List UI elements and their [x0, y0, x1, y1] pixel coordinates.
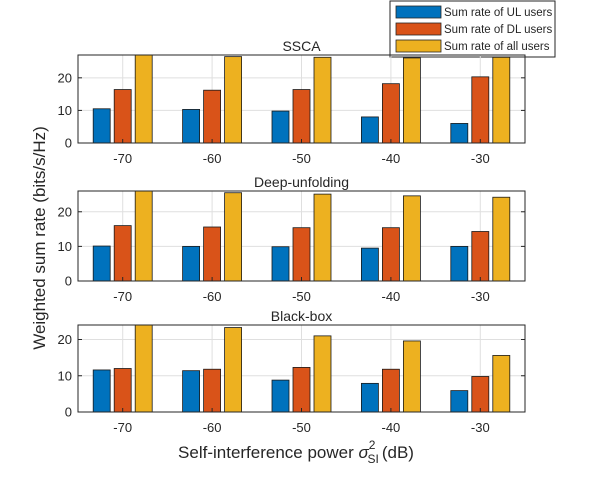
- subplot-title-ssca: SSCA: [282, 38, 321, 54]
- bar-all-neg70: [134, 324, 153, 413]
- bar-ul-neg70: [92, 108, 111, 144]
- y-tick-label: 0: [65, 136, 72, 151]
- y-tick-label: 20: [58, 204, 72, 219]
- bar-all-neg40: [402, 195, 421, 282]
- bar-all-neg50: [313, 335, 332, 413]
- bar-dl-neg70: [113, 225, 132, 282]
- bar-ul-neg30: [450, 123, 469, 144]
- bar-ul-neg50: [271, 110, 290, 144]
- bar-dl-neg40: [381, 83, 400, 144]
- bar-dl-neg70: [113, 368, 132, 413]
- legend-swatch-all: [395, 39, 442, 53]
- x-axis-label-superscript: 2: [369, 438, 376, 452]
- bar-all-neg40: [402, 340, 421, 413]
- bar-dl-neg60: [203, 226, 222, 282]
- bar-ul-neg70: [92, 369, 111, 413]
- subplot-ssca: 0 10 20 -70 -60 -50 -40 -30 SSCA: [58, 38, 526, 166]
- bar-ul-neg70: [92, 245, 111, 282]
- subplot-deep-unfolding: 0 10 20 -70 -60 -50 -40 -30 Deep-unfolding: [58, 174, 526, 304]
- bar-all-neg60: [224, 327, 243, 413]
- bar-dl-neg40: [381, 227, 400, 282]
- y-tick-label: 10: [58, 368, 72, 383]
- bar-all-neg50: [313, 56, 332, 144]
- bar-dl-neg60: [203, 89, 222, 144]
- bar-dl-neg30: [471, 231, 490, 282]
- subplot-title-deep-unfolding: Deep-unfolding: [254, 174, 349, 190]
- y-tick-label: 20: [58, 70, 72, 85]
- bar-dl-neg50: [292, 367, 311, 413]
- x-tick-label: -60: [203, 289, 222, 304]
- bar-ul-neg60: [182, 370, 201, 413]
- legend-swatch-ul: [395, 5, 442, 19]
- x-tick-label: -40: [382, 420, 401, 435]
- bar-ul-neg30: [450, 245, 469, 282]
- bar-all-neg70: [134, 54, 153, 144]
- y-tick-label: 0: [65, 405, 72, 420]
- bar-ul-neg30: [450, 390, 469, 413]
- x-axis-label-unit: (dB): [382, 443, 414, 462]
- bar-all-neg30: [492, 355, 511, 413]
- x-tick-label: -30: [471, 151, 490, 166]
- bar-all-neg30: [492, 56, 511, 144]
- bar-dl-neg30: [471, 376, 490, 413]
- legend: Sum rate of UL users Sum rate of DL user…: [389, 0, 556, 58]
- legend-swatch-dl: [395, 22, 442, 36]
- x-tick-label: -30: [471, 289, 490, 304]
- bar-ul-neg60: [182, 245, 201, 282]
- bar-all-neg70: [134, 190, 153, 282]
- bar-ul-neg40: [360, 247, 379, 282]
- bar-all-neg60: [224, 56, 243, 144]
- bar-dl-neg50: [292, 89, 311, 144]
- bar-ul-neg40: [360, 382, 379, 413]
- bar-all-neg30: [492, 196, 511, 282]
- x-tick-label: -60: [203, 151, 222, 166]
- y-axis-label: Weighted sum rate (bits/s/Hz): [30, 126, 49, 350]
- x-tick-label: -50: [292, 151, 311, 166]
- x-axis-label-subscript: SI: [367, 452, 378, 466]
- x-tick-label: -40: [382, 151, 401, 166]
- x-axis-label-symbol: σ: [359, 443, 370, 462]
- bar-ul-neg60: [182, 109, 201, 144]
- x-axis-label: Self-interference power σ2 SI (dB): [178, 438, 414, 466]
- subplot-black-box: 0 10 20 -70 -60 -50 -40 -30 Black-box: [58, 308, 526, 435]
- bar-ul-neg50: [271, 246, 290, 282]
- bar-dl-neg30: [471, 76, 490, 144]
- x-axis-label-text: Self-interference power: [178, 443, 354, 462]
- legend-label-dl: Sum rate of DL users: [444, 24, 552, 36]
- bar-ul-neg50: [271, 379, 290, 413]
- bar-ul-neg40: [360, 116, 379, 144]
- y-tick-label: 10: [58, 239, 72, 254]
- x-tick-label: -30: [471, 420, 490, 435]
- bar-all-neg40: [402, 57, 421, 144]
- bar-all-neg50: [313, 193, 332, 282]
- subplot-title-black-box: Black-box: [271, 308, 332, 324]
- bar-dl-neg40: [381, 368, 400, 413]
- bar-dl-neg60: [203, 368, 222, 413]
- x-tick-label: -70: [113, 420, 132, 435]
- x-tick-label: -40: [382, 289, 401, 304]
- bar-dl-neg70: [113, 89, 132, 144]
- y-tick-label: 0: [65, 274, 72, 289]
- x-tick-label: -50: [292, 420, 311, 435]
- y-tick-label: 20: [58, 332, 72, 347]
- legend-label-all: Sum rate of all users: [444, 41, 550, 53]
- x-tick-label: -50: [292, 289, 311, 304]
- bar-all-neg60: [224, 192, 243, 282]
- x-tick-label: -70: [113, 289, 132, 304]
- bar-dl-neg50: [292, 227, 311, 282]
- x-tick-label: -60: [203, 420, 222, 435]
- y-tick-label: 10: [58, 103, 72, 118]
- legend-label-ul: Sum rate of UL users: [444, 7, 552, 19]
- x-tick-label: -70: [113, 151, 132, 166]
